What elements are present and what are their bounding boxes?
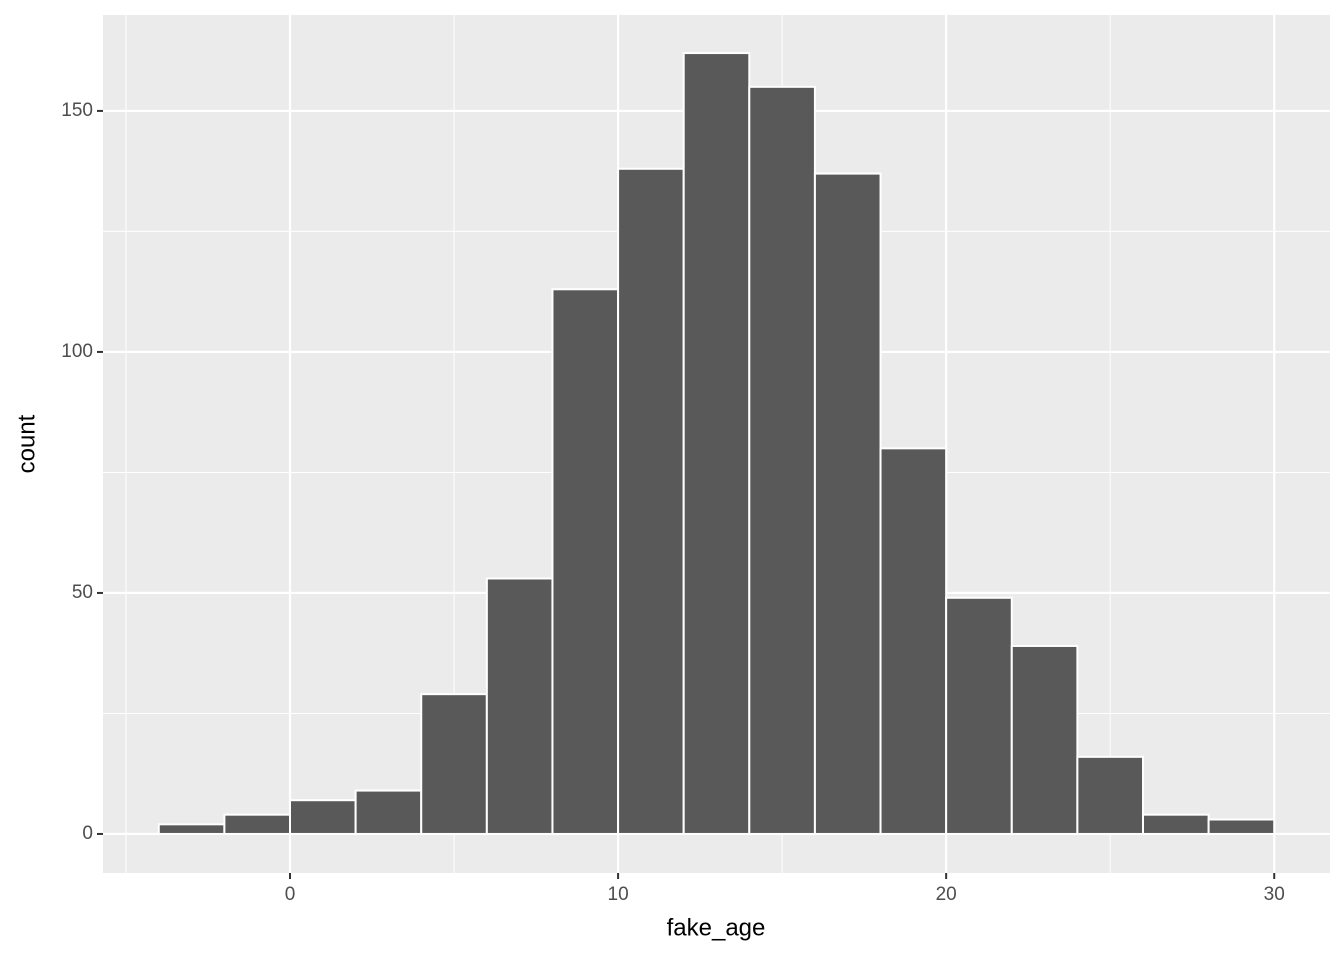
x-tick-label: 20	[936, 884, 957, 905]
bar	[1076, 755, 1144, 835]
bar	[223, 813, 292, 835]
x-tick-label: 10	[608, 884, 629, 905]
bar	[945, 596, 1013, 835]
bar	[485, 577, 554, 835]
x-tick-label: 30	[1264, 884, 1285, 905]
x-tick-label: 0	[285, 884, 296, 905]
bar	[551, 288, 620, 835]
bar	[289, 799, 357, 835]
bar	[1141, 813, 1210, 835]
bar	[617, 167, 685, 835]
y-tick-label: 100	[61, 341, 93, 362]
y-axis-title: count	[13, 414, 40, 473]
bar	[813, 172, 882, 835]
y-tick-label: 50	[72, 582, 93, 603]
bar	[354, 789, 423, 835]
bar	[682, 52, 751, 835]
y-tick-label: 150	[61, 100, 93, 121]
bar	[1207, 818, 1276, 835]
bar	[1010, 644, 1079, 835]
x-axis-title: fake_age	[667, 914, 766, 941]
y-tick-label: 0	[82, 823, 93, 844]
bar	[748, 85, 816, 835]
bar	[879, 447, 948, 835]
bar	[420, 693, 488, 835]
bar	[157, 823, 226, 835]
